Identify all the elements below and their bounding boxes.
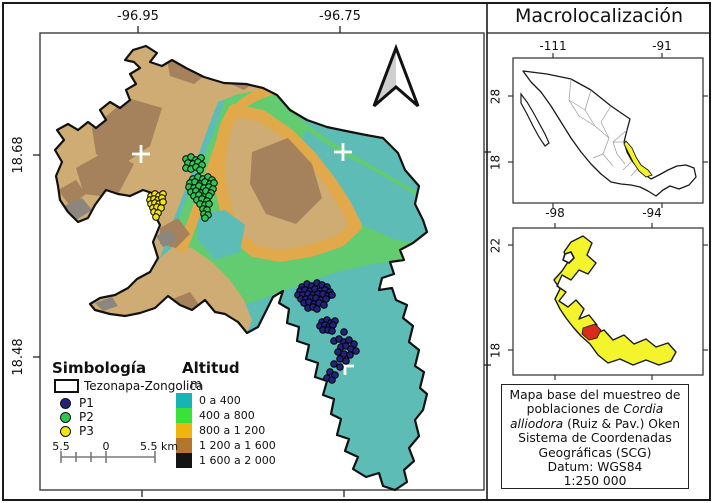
veracruz-axis-lon-1: -98: [545, 206, 565, 220]
samples-P1: [294, 279, 360, 384]
sample-dots-layer: [146, 153, 360, 384]
population-legend-row-P2: P2: [54, 410, 94, 424]
population-label: P3: [79, 424, 94, 438]
scalebar-label-mid: 0: [102, 440, 110, 453]
population-legend-row-P3: P3: [54, 424, 94, 438]
sample-dot-P1: [313, 305, 321, 313]
veracruz-highlight: [623, 140, 653, 178]
mexico-inset: [508, 53, 708, 208]
scalebar-label-right: 5.5 km: [139, 440, 179, 453]
sample-dot-P1: [328, 376, 336, 384]
boundary-legend-row: Tezonapa-Zongolica: [54, 379, 203, 393]
population-label: P1: [79, 396, 94, 410]
altitude-legend-row: 1 200 a 1 600: [176, 438, 276, 453]
caption-line: Datum: WGS84: [547, 460, 643, 475]
population-label: P2: [79, 410, 94, 424]
mexico-axis-lon-2: -91: [652, 39, 672, 53]
main-axis-ticks: [33, 26, 491, 497]
caption-line: alliodora (Ruiz & Pav.) Oken: [509, 416, 681, 431]
boundary-label: Tezonapa-Zongolica: [84, 379, 204, 393]
veracruz-axis-lon-2: -94: [642, 206, 662, 220]
altitude-class-label: 0 a 400: [199, 394, 241, 407]
veracruz-axis-lat-1: 22: [488, 237, 503, 254]
caption-line: Geográficas (SCG): [538, 445, 652, 460]
caption-line: poblaciones de Cordia: [526, 402, 664, 417]
altitude-legend-row: 0 a 400: [176, 393, 241, 408]
north-arrow-icon: [372, 43, 420, 108]
altitude-title: Altitud: [182, 359, 240, 377]
state-hole: [562, 251, 575, 264]
veracruz-inset: [508, 223, 708, 380]
mexico-outline: [522, 70, 697, 197]
axis-label-lon-2: -96.75: [319, 9, 361, 24]
caption-box: Mapa base del muestreo de poblaciones de…: [501, 384, 689, 489]
sample-dot-P2: [201, 214, 209, 222]
sample-dot-P1: [328, 327, 336, 335]
altitude-class-label: 1 200 a 1 600: [199, 439, 276, 452]
altitude-legend-row: 800 a 1 200: [176, 423, 265, 438]
macro-panel-title: Macrolocalización: [514, 5, 684, 27]
altitude-color-chip: [176, 453, 192, 468]
state-borders: [568, 78, 639, 177]
mexico-axis-lat-1: 28: [488, 88, 503, 105]
altitude-class-label: 400 a 800: [199, 409, 255, 422]
caption-line: Mapa base del muestreo de: [509, 388, 681, 402]
population-dot-icon: [60, 397, 71, 409]
axis-label-lat-1: 18.68: [11, 136, 26, 174]
altitude-class-label: 1 600 a 2 000: [199, 454, 276, 467]
mexico-axis-lon-1: -111: [539, 39, 567, 53]
sample-dot-P1: [346, 351, 354, 359]
municipality-boundary: [53, 44, 429, 492]
population-legend-row-P1: P1: [54, 396, 94, 410]
altitude-color-chip: [176, 408, 192, 423]
sample-dot-P2: [196, 166, 204, 174]
altitude-color-chip: [176, 423, 192, 438]
altitude-legend-row: 400 a 800: [176, 408, 255, 423]
sample-dot-P1: [336, 363, 344, 371]
sample-dot-P1: [345, 336, 353, 344]
sample-dot-P1: [340, 328, 348, 336]
altitude-color-chip: [176, 438, 192, 453]
study-area-highlight: [581, 323, 602, 341]
symbology-title: Simbología: [52, 359, 147, 377]
axis-label-lat-2: 18.48: [11, 338, 26, 376]
samples-P2: [182, 153, 218, 222]
sample-dot-P1: [330, 360, 338, 368]
samples-P3: [146, 190, 167, 221]
population-dot-icon: [60, 425, 71, 437]
axis-label-lon-1: -96.95: [117, 9, 159, 24]
altitude-legend-row: 1 600 a 2 000: [176, 453, 276, 468]
baja-peninsula: [520, 92, 550, 147]
sample-dot-P1: [328, 291, 336, 299]
altitude-color-chip: [176, 393, 192, 408]
scalebar-label-left: 5.5: [52, 440, 70, 453]
altitude-class-label: 800 a 1 200: [199, 424, 266, 437]
mexico-axis-lat-2: 18: [488, 154, 503, 171]
caption-line: 1:250 000: [563, 474, 627, 489]
sample-dot-P1: [352, 347, 360, 355]
sample-dot-P3: [152, 213, 160, 221]
boundary-swatch: [54, 379, 79, 393]
sample-dot-P1: [329, 321, 337, 329]
sample-dot-P1: [320, 301, 328, 309]
veracruz-axis-lat-2: 18: [488, 342, 503, 359]
sample-dot-P1: [342, 357, 350, 365]
altitude-unit: m: [190, 377, 202, 391]
population-dot-icon: [60, 411, 71, 423]
caption-line: Sistema de Coordenadas: [518, 431, 672, 446]
scalebar: [60, 451, 156, 463]
